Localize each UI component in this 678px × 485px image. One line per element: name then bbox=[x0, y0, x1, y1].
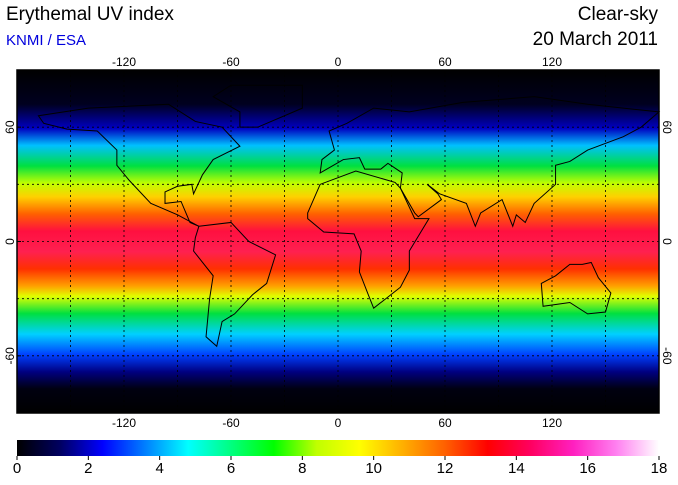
colorbar-label: 4 bbox=[155, 460, 163, 477]
colorbar-label: 0 bbox=[13, 460, 21, 477]
subtitle: KNMI / ESA bbox=[6, 32, 86, 49]
lat-label-right: 0 bbox=[660, 238, 674, 245]
lon-label-bottom: 120 bbox=[542, 416, 562, 430]
date: 20 March 2011 bbox=[533, 29, 658, 50]
lat-label-left: 60 bbox=[3, 120, 17, 134]
mode: Clear-sky bbox=[578, 4, 659, 25]
lon-label-bottom: 60 bbox=[438, 416, 452, 430]
lon-label-bottom: 0 bbox=[335, 416, 342, 430]
lon-label-top: -120 bbox=[112, 55, 136, 69]
colorbar-label: 6 bbox=[227, 460, 235, 477]
lon-label-bottom: -120 bbox=[112, 416, 136, 430]
coastline bbox=[540, 261, 612, 315]
title: Erythemal UV index bbox=[6, 4, 174, 25]
coastline bbox=[212, 84, 303, 128]
coastline bbox=[193, 221, 277, 348]
lon-label-top: -60 bbox=[222, 55, 240, 69]
lat-label-left: -60 bbox=[3, 347, 17, 365]
lon-label-top: 60 bbox=[438, 55, 452, 69]
colorbar-label: 18 bbox=[651, 460, 668, 477]
lon-label-top: 0 bbox=[335, 55, 342, 69]
lat-label-right: 60 bbox=[660, 120, 674, 134]
coastline bbox=[319, 96, 661, 228]
lat-label-left: 0 bbox=[3, 238, 17, 245]
lon-label-top: 120 bbox=[542, 55, 562, 69]
colorbar-label: 2 bbox=[84, 460, 92, 477]
lon-label-bottom: -60 bbox=[222, 416, 240, 430]
colorbar-label: 14 bbox=[508, 460, 525, 477]
colorbar-label: 16 bbox=[579, 460, 596, 477]
colorbar-label: 12 bbox=[437, 460, 454, 477]
colorbar-label: 10 bbox=[365, 460, 382, 477]
coastline bbox=[307, 170, 430, 309]
lat-label-right: -60 bbox=[660, 347, 674, 365]
colorbar bbox=[17, 440, 659, 456]
colorbar-label: 8 bbox=[298, 460, 306, 477]
